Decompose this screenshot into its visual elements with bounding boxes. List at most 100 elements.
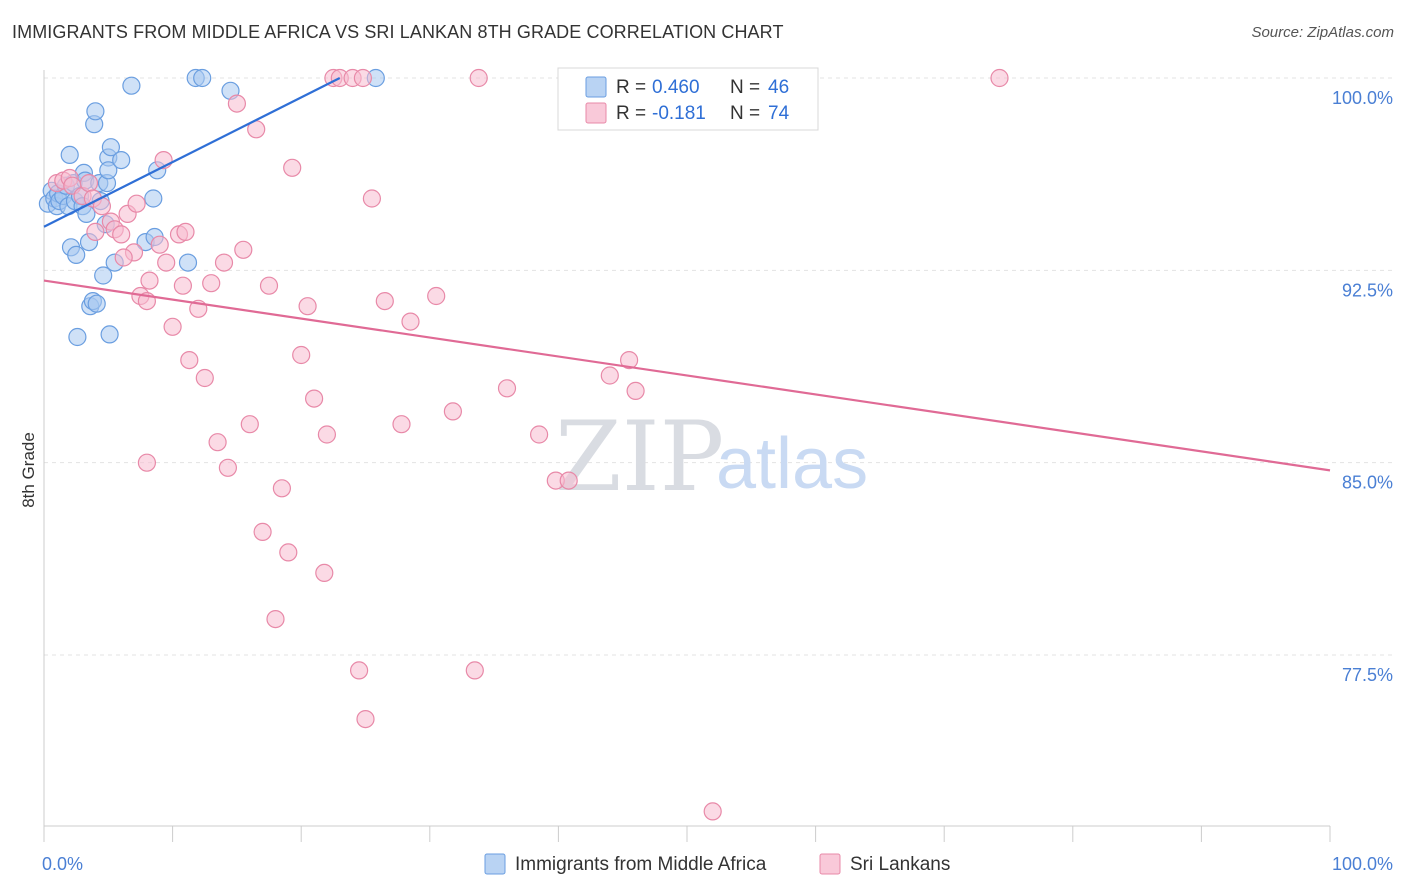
data-point [173,276,192,295]
data-point [137,453,156,472]
legend-swatch-srilankans [585,102,607,124]
data-point [208,433,227,452]
data-point [195,368,214,388]
bottom-legend-swatch-immigrants [484,853,506,875]
data-point [283,158,302,177]
y-axis-label: 8th Grade [19,432,38,508]
data-point [600,366,619,385]
legend-n-label-srilankans: N = [730,103,760,124]
data-point [86,222,105,241]
series-immigrants-points [38,68,385,347]
data-point [427,286,446,306]
data-point [193,68,212,88]
data-point [79,174,99,193]
data-point [114,248,133,267]
y-tick-label: 85.0% [1342,473,1393,493]
data-point [112,151,131,170]
data-point [112,225,131,244]
data-point [559,471,578,490]
data-point [150,235,169,254]
data-point [619,351,639,370]
legend-n-value-srilankans: 74 [768,103,790,124]
data-point [350,661,369,680]
data-point [362,189,381,208]
y-tick-label: 77.5% [1342,665,1393,685]
data-point [87,294,106,313]
data-point [279,543,298,562]
legend-swatch-immigrants [585,76,607,98]
data-point [529,425,549,444]
data-point [94,266,113,285]
bottom-legend: Immigrants from Middle Africa Sri Lankan… [484,853,950,875]
legend-n-value-immigrants: 46 [768,77,789,98]
data-point [163,317,182,336]
x-tick-label-end: 100.0% [1332,854,1393,874]
data-point [100,325,119,344]
legend-r-label-immigrants: R = [616,77,646,98]
data-point [218,458,237,477]
data-point [266,609,285,629]
data-point [86,102,105,121]
data-point [305,389,324,408]
data-point [180,351,199,370]
chart-title: IMMIGRANTS FROM MIDDLE AFRICA VS SRI LAN… [12,22,784,42]
chart-source: Source: ZipAtlas.com [1251,24,1394,41]
data-point [67,245,86,264]
data-point [214,253,234,272]
trend-lines [43,77,1331,472]
data-point [703,802,722,821]
data-point [259,276,279,295]
watermark-atlas: atlas [716,424,868,504]
trend-line-immigrants [43,77,341,228]
data-point [176,222,195,241]
bottom-legend-label-immigrants: Immigrants from Middle Africa [515,854,767,875]
x-tick-label-start: 0.0% [42,854,83,874]
legend-r-label-srilankans: R = [616,103,646,124]
data-point [317,425,336,444]
data-point [157,253,176,272]
legend-r-value-immigrants: 0.460 [652,77,700,98]
data-point [253,522,272,542]
bottom-legend-swatch-srilankans [819,853,841,875]
data-point [375,292,394,311]
data-point [140,271,159,290]
data-point [272,479,291,498]
data-point [356,709,375,729]
legend: R = 0.460 N = 46 R = -0.181 N = 74 [557,67,819,131]
series-srilankans-points [47,68,1009,821]
data-point [122,76,141,95]
data-point [315,563,334,583]
trend-line-srilankans [43,279,1331,472]
data-point [443,402,462,421]
data-point [144,189,163,208]
y-tick-label: 92.5% [1342,280,1393,300]
data-point [497,379,517,398]
data-point [127,194,146,213]
data-point [60,145,79,164]
data-point [298,297,317,316]
data-point [353,68,372,88]
data-point [469,68,488,88]
bottom-legend-label-srilankans: Sri Lankans [850,854,950,875]
data-point [392,415,411,434]
data-point [234,240,253,259]
legend-n-label-immigrants: N = [730,77,760,98]
data-point [240,415,259,434]
data-point [292,345,311,365]
data-point [465,661,484,680]
legend-r-value-srilankans: -0.181 [652,103,706,124]
data-point [178,253,198,272]
data-point [990,68,1009,88]
watermark-zip: ZIP [555,401,724,513]
y-tick-label: 100.0% [1332,88,1393,108]
data-point [401,312,420,331]
data-point [101,138,121,157]
data-point [99,161,118,180]
tick-labels: 100.0% 92.5% 85.0% 77.5% 0.0% 100.0% [42,88,1393,874]
watermark: ZIP atlas [555,401,868,513]
data-point [202,274,221,293]
grid-lines [44,77,1395,656]
data-point [227,94,246,113]
data-point [626,381,645,400]
